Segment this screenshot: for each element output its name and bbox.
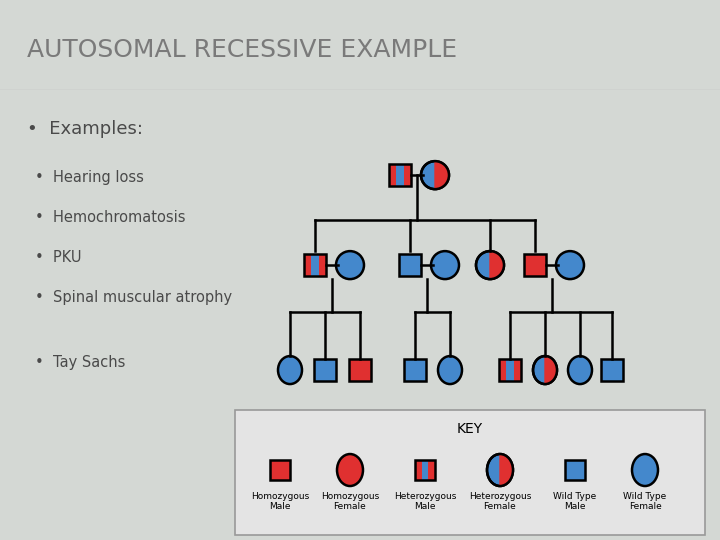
Text: •  Examples:: • Examples: xyxy=(27,120,143,138)
Ellipse shape xyxy=(431,251,459,279)
Bar xyxy=(499,359,521,381)
Ellipse shape xyxy=(476,251,504,279)
Bar xyxy=(235,410,705,535)
Bar xyxy=(601,359,623,381)
Polygon shape xyxy=(545,356,557,384)
Text: •  Tay Sachs: • Tay Sachs xyxy=(35,355,126,370)
Ellipse shape xyxy=(632,454,658,486)
Ellipse shape xyxy=(533,356,557,384)
Ellipse shape xyxy=(556,251,584,279)
Bar xyxy=(270,460,290,480)
Ellipse shape xyxy=(487,454,513,486)
Bar xyxy=(399,254,421,276)
Ellipse shape xyxy=(336,251,364,279)
Ellipse shape xyxy=(438,356,462,384)
Ellipse shape xyxy=(421,161,449,189)
Bar xyxy=(397,164,403,186)
Polygon shape xyxy=(500,454,513,486)
Bar xyxy=(422,460,428,480)
Ellipse shape xyxy=(278,356,302,384)
Bar xyxy=(312,254,318,276)
Text: Wild Type
Male: Wild Type Male xyxy=(554,492,597,511)
Text: •  Spinal muscular atrophy: • Spinal muscular atrophy xyxy=(35,290,233,305)
Text: •  PKU: • PKU xyxy=(35,250,82,265)
Bar xyxy=(499,359,521,381)
Text: Heterozygous
Male: Heterozygous Male xyxy=(394,492,456,511)
Text: Homozygous
Female: Homozygous Female xyxy=(321,492,379,511)
Bar xyxy=(314,359,336,381)
Text: Wild Type
Female: Wild Type Female xyxy=(624,492,667,511)
Text: AUTOSOMAL RECESSIVE EXAMPLE: AUTOSOMAL RECESSIVE EXAMPLE xyxy=(27,38,457,62)
Text: KEY: KEY xyxy=(457,422,483,436)
Polygon shape xyxy=(435,161,449,189)
Text: •  Hearing loss: • Hearing loss xyxy=(35,170,144,185)
Bar xyxy=(506,359,513,381)
Polygon shape xyxy=(490,251,504,279)
Text: Homozygous
Male: Homozygous Male xyxy=(251,492,309,511)
Bar xyxy=(565,460,585,480)
Bar xyxy=(304,254,326,276)
Bar xyxy=(524,254,546,276)
Bar xyxy=(349,359,371,381)
Bar xyxy=(415,460,435,480)
Bar xyxy=(404,359,426,381)
Bar xyxy=(415,460,435,480)
Text: •  Hemochromatosis: • Hemochromatosis xyxy=(35,210,186,225)
Ellipse shape xyxy=(568,356,592,384)
Ellipse shape xyxy=(337,454,363,486)
Bar xyxy=(304,254,326,276)
Text: Heterozygous
Female: Heterozygous Female xyxy=(469,492,531,511)
Bar xyxy=(389,164,411,186)
Bar xyxy=(389,164,411,186)
